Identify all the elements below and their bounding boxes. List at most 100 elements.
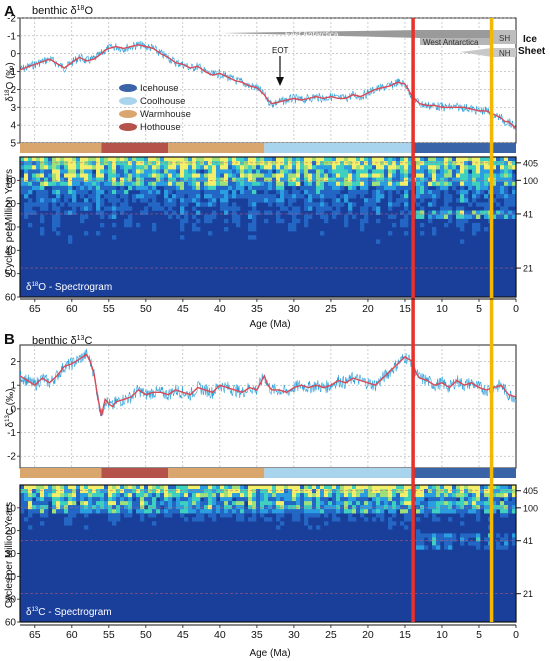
spectrogram-a-cell <box>464 189 469 195</box>
spectrogram-a-cell <box>380 177 385 182</box>
spectrogram-a-cell <box>180 210 185 215</box>
spectrogram-a-cell <box>108 214 113 219</box>
spectrogram-a-cell <box>380 165 385 170</box>
spectrogram-a-cell <box>68 173 73 178</box>
spectrogram-a-cell <box>156 173 161 178</box>
spectrogram-b-cell <box>52 497 57 502</box>
spectrogram-b-cell <box>100 505 105 510</box>
legend-label-hothouse: Hothouse <box>140 122 181 133</box>
spectrogram-b-cell <box>436 517 441 522</box>
spectrogram-a-cell <box>460 169 465 174</box>
spectrogram-a-cell <box>44 189 49 195</box>
spectrogram-a-cell <box>124 218 129 224</box>
spectrogram-a-cell <box>344 157 349 162</box>
spectrogram-a-cell <box>40 181 45 187</box>
spectrogram-a-cell <box>372 177 377 182</box>
spectrogram-a-cell <box>452 157 457 162</box>
spectrogram-a-cell <box>328 165 333 170</box>
spectrogram-a-cell <box>144 173 149 178</box>
spectrogram-a-cell <box>496 210 501 215</box>
spectrogram-b-cell <box>188 501 193 506</box>
spectrogram-a-cell <box>140 177 145 182</box>
spectrogram-a-cell <box>316 210 321 215</box>
spectrogram-b-cell <box>364 517 369 522</box>
spectrogram-a-cell <box>28 181 33 187</box>
spectrogram-a-cell <box>340 177 345 182</box>
spectrogram-a-cell <box>404 206 409 211</box>
spectrogram-a-cell <box>164 210 169 215</box>
spectrogram-a-cell <box>224 161 229 166</box>
east-antarctica-bar <box>222 30 492 38</box>
spectrogram-a-cell <box>120 169 125 174</box>
spectrogram-b-cell <box>108 513 113 518</box>
spectrogram-a-cell <box>40 218 45 224</box>
spectrogram-b-cell <box>292 493 297 498</box>
spectrogram-b-cell <box>256 497 261 502</box>
spectrogram-a-cell <box>144 161 149 166</box>
sh-label: SH <box>499 34 510 43</box>
spectrogram-b-cell <box>24 517 29 522</box>
spectrogram-a-cell <box>116 198 121 203</box>
spectrogram-a-cell <box>492 214 497 219</box>
spectrogram-b-cell <box>436 489 441 494</box>
spectrogram-b-cell <box>320 493 325 498</box>
spectrogram-a-cell <box>304 177 309 182</box>
spectrogram-a-cell <box>468 161 473 166</box>
spectrogram-b-cell <box>240 493 245 498</box>
spectrogram-a-cell <box>492 157 497 162</box>
spectrogram-a-cell <box>228 185 233 191</box>
spectrogram-a-cell <box>200 181 205 187</box>
spectrogram-a-cell <box>436 177 441 182</box>
spectrogram-b-cell <box>332 493 337 498</box>
spectrogram-b-cell <box>104 485 109 490</box>
spectrogram-a-cell <box>196 202 201 207</box>
spectrogram-b-cell <box>432 537 437 542</box>
spectrogram-b-cell <box>132 505 137 510</box>
spectrogram-b-cell <box>136 493 141 498</box>
spectrogram-b-cell <box>124 497 129 502</box>
spectrogram-a-cell <box>336 189 341 195</box>
spectrogram-a-cell <box>408 165 413 170</box>
spectrogram-a-cell <box>404 218 409 224</box>
spectrogram-a-cell <box>240 157 245 162</box>
spectrogram-b-cell <box>256 509 261 514</box>
spectrogram-b-cell <box>204 485 209 490</box>
spectrogram-a-cell <box>204 189 209 195</box>
spectrogram-b-cell <box>348 497 353 502</box>
spectrogram-a-cell <box>120 161 125 166</box>
spectrogram-b-cell <box>396 493 401 498</box>
spectrogram-a-cell <box>456 222 461 228</box>
spectrogram-a-cell <box>40 194 45 199</box>
spectrogram-a-cell <box>456 214 461 219</box>
spectrogram-a-cell <box>80 169 85 174</box>
spectrogram-a-cell <box>460 194 465 199</box>
spectrogram-a-cell <box>20 181 25 187</box>
spectrogram-b-ytick-label: 20 <box>5 526 17 537</box>
spectrogram-a-cell <box>316 173 321 178</box>
spectrogram-a-cell <box>240 165 245 170</box>
spectrogram-a-cell <box>304 169 309 174</box>
panel-a-smoothed-series <box>20 44 516 130</box>
spectrogram-a-cell <box>496 169 501 174</box>
spectrogram-a-cell <box>272 173 277 178</box>
spectrogram-a-cell <box>500 206 505 211</box>
spectrogram-a-cell <box>224 173 229 178</box>
spectrogram-a-cell <box>92 157 97 162</box>
spectrogram-a-title-main: δ <box>26 282 32 293</box>
spectrogram-a-cell <box>512 189 517 195</box>
spectrogram-a-cell <box>48 181 53 187</box>
spectrogram-a-cell <box>480 177 485 182</box>
spectrogram-a-cell <box>260 173 265 178</box>
spectrogram-a-cell <box>320 181 325 187</box>
spectrogram-a-cell <box>372 157 377 162</box>
spectrogram-b-cell <box>248 509 253 514</box>
spectrogram-b-cell <box>332 489 337 494</box>
spectrogram-b-cell <box>308 513 313 518</box>
spectrogram-a-cell <box>340 165 345 170</box>
spectrogram-b-cell <box>468 533 473 538</box>
spectrogram-a-cell <box>404 173 409 178</box>
spectrogram-a-cell <box>464 173 469 178</box>
spectrogram-a-cell <box>256 169 261 174</box>
spectrogram-a-cell <box>276 210 281 215</box>
spectrogram-a-cell <box>444 189 449 195</box>
